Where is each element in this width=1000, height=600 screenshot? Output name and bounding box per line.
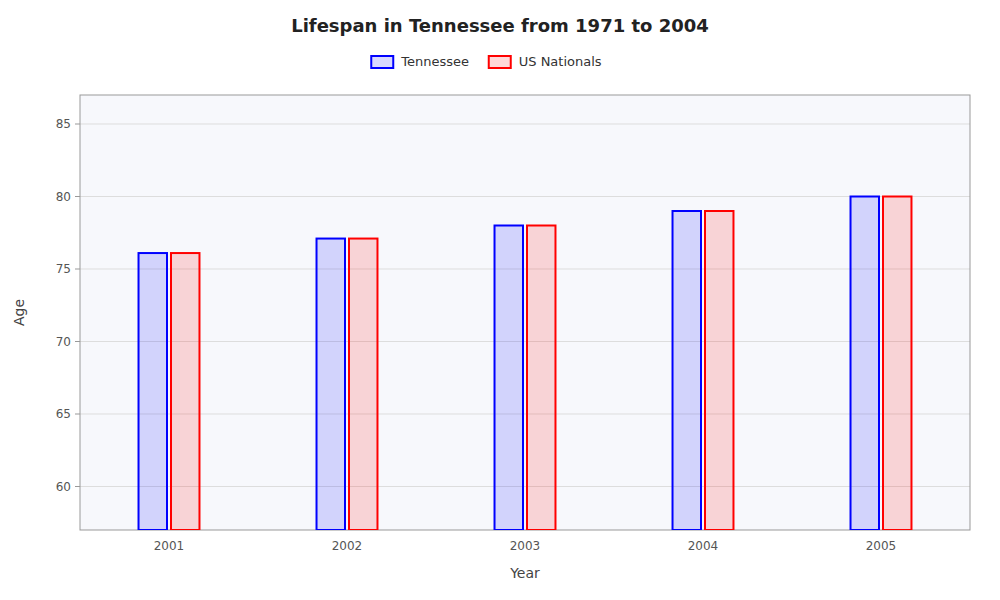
legend: Tennessee US Nationals [371,54,602,69]
y-tick [75,414,80,415]
grid-line [80,414,970,415]
bar [851,197,879,531]
x-axis: 2001 2002 2003 2004 2005 [154,539,897,553]
grid [80,124,970,487]
chart-container: 60 65 70 75 80 85 2001 2002 2003 2004 2005 Lifespan… [0,0,1000,600]
chart-svg: 60 65 70 75 80 85 2001 2002 2003 2004 2005 Lifespan… [0,0,1000,600]
bars [139,197,912,531]
y-tick [75,124,80,125]
bar [705,211,733,530]
y-tick-label: 75 [56,262,71,276]
x-tick-label: 2001 [154,539,185,553]
bar [349,239,377,530]
plot-frame [80,95,970,530]
grid-line [80,196,970,197]
y-axis-label: Age [11,299,27,326]
legend-label: Tennessee [400,54,469,69]
grid-line [80,269,970,270]
y-tick [75,486,80,487]
y-tick [75,341,80,342]
x-axis-label: Year [509,565,540,581]
bar [527,226,555,531]
y-tick-label: 85 [56,117,71,131]
legend-label: US Nationals [519,54,602,69]
y-tick-label: 65 [56,407,71,421]
y-tick-label: 80 [56,190,71,204]
legend-swatch [371,56,393,68]
bar [139,253,167,530]
x-tick-label: 2002 [332,539,363,553]
y-tick [75,196,80,197]
y-tick [75,269,80,270]
grid-line [80,341,970,342]
y-tick-label: 60 [56,480,71,494]
plot-background [80,95,970,530]
x-tick-label: 2003 [510,539,541,553]
x-tick-label: 2004 [688,539,719,553]
title: Lifespan in Tennessee from 1971 to 2004 [291,15,709,36]
legend-swatch [489,56,511,68]
bar [673,211,701,530]
bar [495,226,523,531]
x-tick-label: 2005 [866,539,897,553]
y-axis: 60 65 70 75 80 85 [56,117,80,494]
bar [171,253,199,530]
bar [317,239,345,530]
grid-line [80,486,970,487]
bar [883,197,911,531]
grid-line [80,124,970,125]
y-tick-label: 70 [56,335,71,349]
